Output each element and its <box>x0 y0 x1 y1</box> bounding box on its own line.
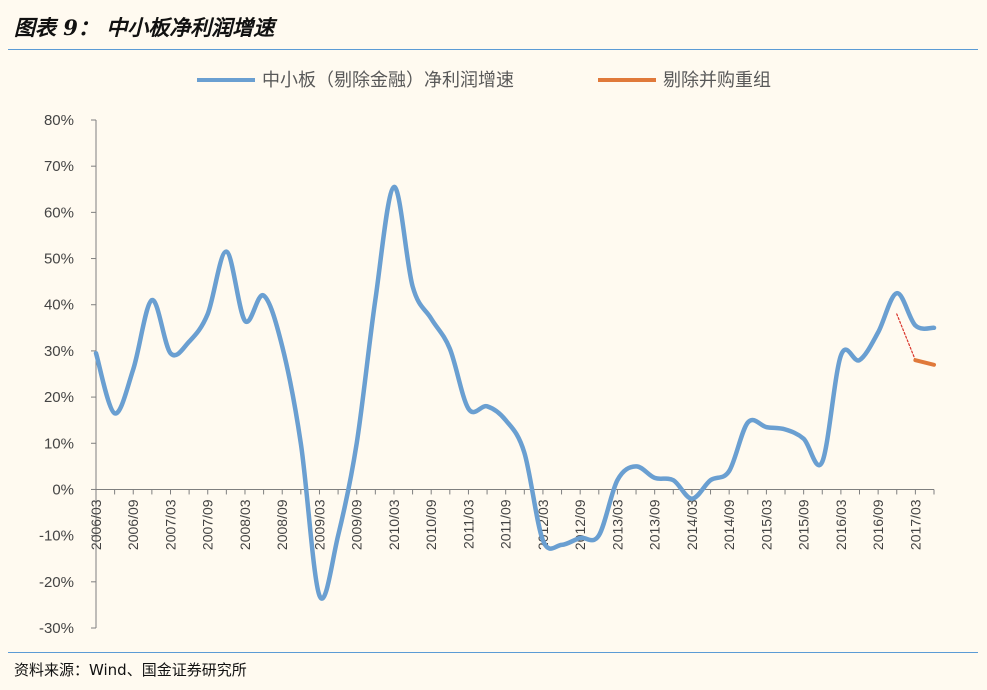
y-tick-label: 50% <box>44 251 74 268</box>
x-tick-label: 2014/03 <box>684 499 700 550</box>
legend: 中小板（剔除金融）净利润增速 剔除并购重组 <box>197 70 771 91</box>
x-tick-label: 2010/09 <box>423 499 439 550</box>
x-tick-label: 2009/03 <box>311 499 327 550</box>
top-rule <box>8 49 978 50</box>
x-axis: 2006/03 2006/09 2007/03 2007/09 2008/03 2008/… <box>88 488 935 550</box>
x-tick-label: 2008/03 <box>237 499 253 550</box>
x-tick-label: 2017/03 <box>907 499 923 550</box>
y-tick-label: 60% <box>44 204 74 221</box>
x-tick-label: 2014/09 <box>721 499 737 550</box>
y-tick-label: 80% <box>44 112 74 129</box>
x-tick-label: 2008/09 <box>274 499 290 550</box>
x-tick-label: 2016/03 <box>833 499 849 550</box>
series-segment-adjusted <box>913 358 936 367</box>
x-tick-label: 2013/09 <box>647 499 663 550</box>
x-tick-label: 2007/03 <box>162 499 178 550</box>
series-line-main <box>93 184 937 601</box>
x-tick-label: 2006/03 <box>88 499 104 550</box>
y-tick-label: 70% <box>44 158 74 175</box>
figure-title: 图表 9： 中小板净利润增速 <box>14 15 275 40</box>
x-tick-label: 2011/03 <box>460 499 476 549</box>
y-tick-label: -30% <box>39 620 74 637</box>
x-tick-label: 2007/09 <box>200 499 216 550</box>
y-tick-label: 0% <box>52 481 74 498</box>
legend-label-main: 中小板（剔除金融）净利润增速 <box>262 70 514 91</box>
x-tick-label: 2016/09 <box>870 499 886 550</box>
legend-label-adjusted: 剔除并购重组 <box>663 70 771 91</box>
y-tick-label: 10% <box>44 435 74 452</box>
series-layer <box>93 184 937 601</box>
x-tick-label: 2010/03 <box>386 499 402 550</box>
y-tick-label: 20% <box>44 389 74 406</box>
x-tick-label: 2015/03 <box>758 499 774 550</box>
y-axis: -30% -20% -10% 0% 10% 20% 30% 40% 50% 60% 70% 80% <box>39 112 97 637</box>
bottom-rule <box>8 652 978 653</box>
line-chart: 中小板（剔除金融）净利润增速 剔除并购重组 -30% -20% -10% 0% 10% 2… <box>39 70 937 637</box>
x-tick-label: 2009/09 <box>349 499 365 550</box>
x-tick-label: 2013/03 <box>609 499 625 550</box>
y-tick-label: -20% <box>39 574 74 591</box>
y-tick-label: 30% <box>44 343 74 360</box>
source-note: 资料来源：Wind、国金证券研究所 <box>14 661 247 679</box>
y-tick-label: -10% <box>39 528 74 545</box>
x-tick-label: 2015/09 <box>796 499 812 550</box>
y-tick-label: 40% <box>44 297 74 314</box>
x-tick-label: 2011/09 <box>498 499 514 549</box>
series-segment-adjusted <box>896 313 916 361</box>
x-tick-label: 2006/09 <box>125 499 141 550</box>
x-tick-label: 2012/03 <box>535 499 551 550</box>
